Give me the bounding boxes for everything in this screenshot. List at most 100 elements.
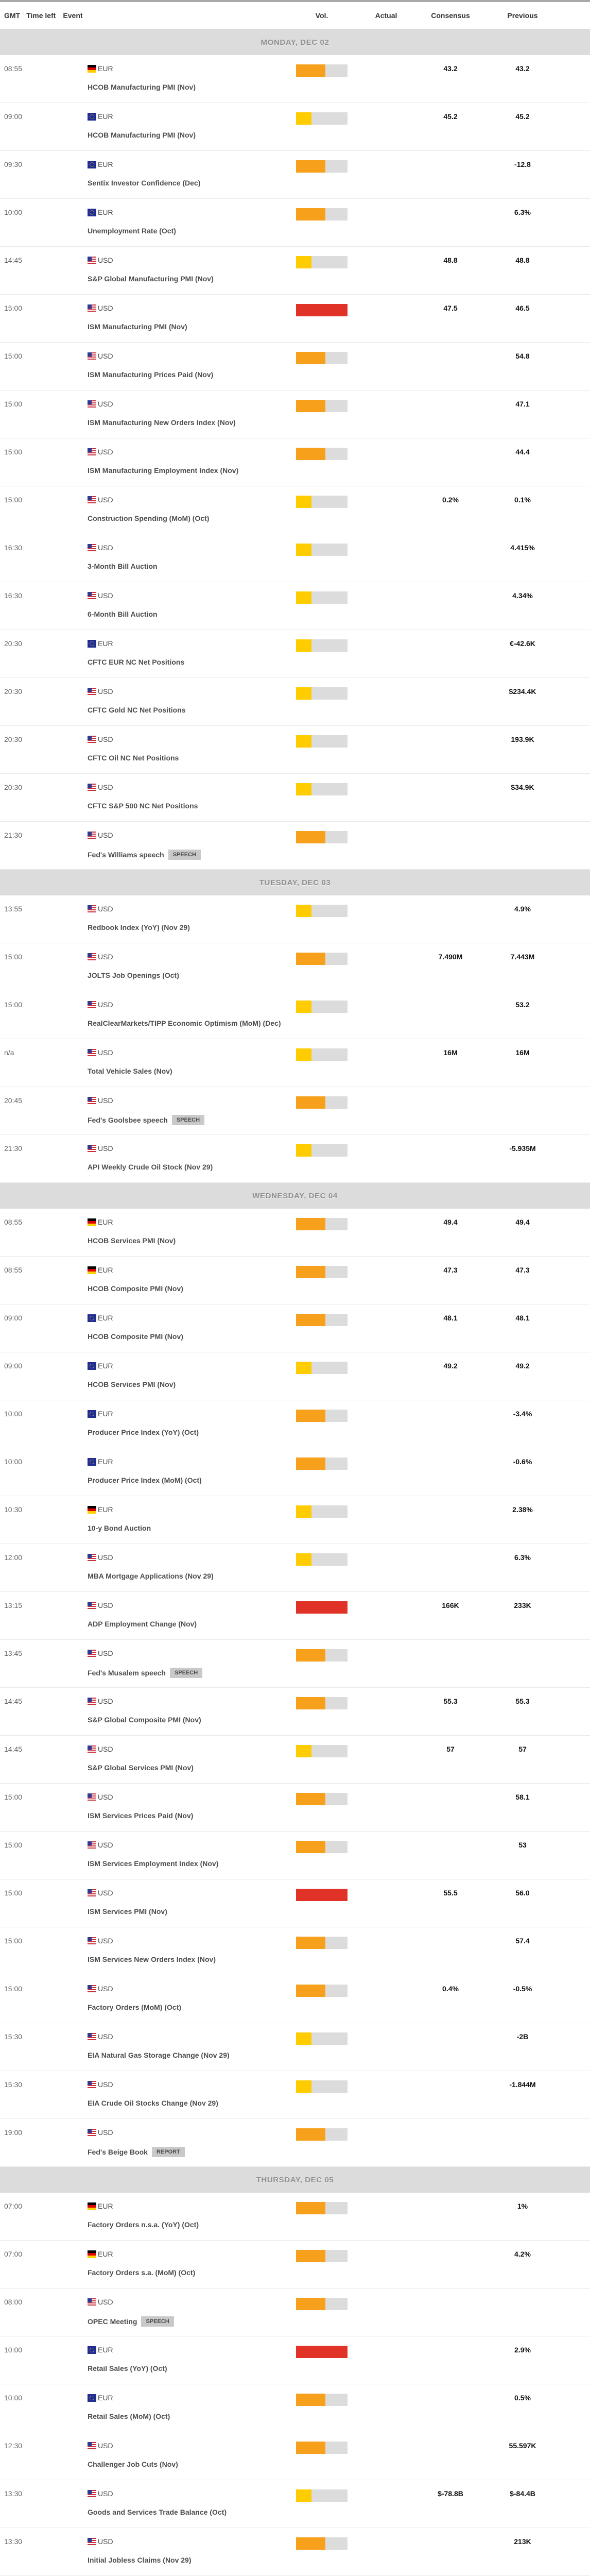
event-row[interactable]: 16:30 USD 3-Month Bill Auction 4.415% [0,534,590,582]
event-name[interactable]: OPEC Meeting [88,2317,137,2326]
event-name[interactable]: 10-y Bond Auction [88,1524,151,1532]
event-name[interactable]: S&P Global Composite PMI (Nov) [88,1716,201,1724]
event-row[interactable]: 13:55 USD Redbook Index (YoY) (Nov 29) 4… [0,895,590,943]
event-row[interactable]: 12:00 USD MBA Mortgage Applications (Nov… [0,1544,590,1592]
event-row[interactable]: 12:30 USD Challenger Job Cuts (Nov) 55.5… [0,2432,590,2480]
event-name[interactable]: Total Vehicle Sales (Nov) [88,1067,172,1075]
event-row[interactable]: 10:00 EUR Retail Sales (MoM) (Oct) 0.5% [0,2384,590,2432]
event-name[interactable]: EIA Crude Oil Stocks Change (Nov 29) [88,2099,218,2107]
event-row[interactable]: 09:00 EUR HCOB Composite PMI (Nov) 48.1 … [0,1304,590,1352]
event-row[interactable]: 21:30 USD API Weekly Crude Oil Stock (No… [0,1135,590,1183]
event-name[interactable]: Producer Price Index (YoY) (Oct) [88,1428,199,1436]
event-name[interactable]: HCOB Composite PMI (Nov) [88,1284,183,1293]
event-row[interactable]: 19:00 USD Fed's Beige Book REPORT [0,2119,590,2167]
event-row[interactable]: 20:30 EUR CFTC EUR NC Net Positions €-42… [0,630,590,678]
event-name[interactable]: API Weekly Crude Oil Stock (Nov 29) [88,1163,213,1171]
event-name[interactable]: Factory Orders n.s.a. (YoY) (Oct) [88,2221,199,2229]
event-name[interactable]: ISM Manufacturing New Orders Index (Nov) [88,418,236,427]
event-row[interactable]: 14:45 USD S&P Global Manufacturing PMI (… [0,247,590,295]
event-name[interactable]: CFTC Oil NC Net Positions [88,754,179,762]
event-row[interactable]: 09:30 EUR Sentix Investor Confidence (De… [0,151,590,199]
event-row[interactable]: 13:15 USD ADP Employment Change (Nov) 16… [0,1592,590,1640]
event-row[interactable]: n/a USD Total Vehicle Sales (Nov) 16M 16… [0,1039,590,1087]
event-row[interactable]: 21:30 USD Fed's Williams speech SPEECH [0,822,590,870]
event-row[interactable]: 15:30 USD EIA Crude Oil Stocks Change (N… [0,2071,590,2119]
event-row[interactable]: 15:00 USD JOLTS Job Openings (Oct) 7.490… [0,943,590,991]
event-name[interactable]: ISM Services New Orders Index (Nov) [88,1955,216,1963]
event-name[interactable]: EIA Natural Gas Storage Change (Nov 29) [88,2051,230,2059]
event-name[interactable]: HCOB Services PMI (Nov) [88,1236,176,1245]
event-name[interactable]: S&P Global Services PMI (Nov) [88,1764,194,1772]
event-name[interactable]: ISM Manufacturing Employment Index (Nov) [88,466,239,474]
event-row[interactable]: 10:00 EUR Producer Price Index (YoY) (Oc… [0,1400,590,1448]
event-row[interactable]: 13:30 USD Goods and Services Trade Balan… [0,2480,590,2528]
event-row[interactable]: 15:00 USD RealClearMarkets/TIPP Economic… [0,991,590,1039]
event-row[interactable]: 20:30 USD CFTC Oil NC Net Positions 193.… [0,726,590,774]
event-row[interactable]: 15:00 USD ISM Manufacturing Prices Paid … [0,343,590,391]
event-row[interactable]: 10:30 EUR 10-y Bond Auction 2.38% [0,1496,590,1544]
event-name[interactable]: Challenger Job Cuts (Nov) [88,2460,178,2468]
event-row[interactable]: 20:30 USD CFTC Gold NC Net Positions $23… [0,678,590,726]
event-name[interactable]: Factory Orders s.a. (MoM) (Oct) [88,2268,196,2277]
event-name[interactable]: 6-Month Bill Auction [88,610,158,618]
event-name[interactable]: HCOB Services PMI (Nov) [88,1380,176,1388]
event-name[interactable]: Producer Price Index (MoM) (Oct) [88,1476,202,1484]
event-name[interactable]: Retail Sales (MoM) (Oct) [88,2412,170,2420]
event-name[interactable]: HCOB Composite PMI (Nov) [88,1332,183,1341]
event-name[interactable]: Fed's Goolsbee speech [88,1116,168,1124]
event-name[interactable]: Goods and Services Trade Balance (Oct) [88,2508,227,2516]
event-name[interactable]: ISM Services PMI (Nov) [88,1907,167,1916]
event-name[interactable]: ISM Services Prices Paid (Nov) [88,1811,194,1820]
event-row[interactable]: 15:00 USD ISM Manufacturing PMI (Nov) 47… [0,295,590,343]
event-row[interactable]: 15:00 USD Construction Spending (MoM) (O… [0,486,590,534]
event-row[interactable]: 15:00 USD ISM Services Employment Index … [0,1832,590,1879]
event-name[interactable]: Unemployment Rate (Oct) [88,227,176,235]
event-row[interactable]: 10:00 EUR Unemployment Rate (Oct) 6.3% [0,199,590,247]
event-name[interactable]: MBA Mortgage Applications (Nov 29) [88,1572,214,1580]
event-name[interactable]: Fed's Beige Book [88,2148,148,2156]
event-name[interactable]: Retail Sales (YoY) (Oct) [88,2364,167,2372]
event-name[interactable]: CFTC EUR NC Net Positions [88,658,185,666]
event-name[interactable]: CFTC Gold NC Net Positions [88,706,186,714]
event-name[interactable]: RealClearMarkets/TIPP Economic Optimism … [88,1019,281,1027]
event-row[interactable]: 15:00 USD ISM Manufacturing New Orders I… [0,391,590,438]
event-name[interactable]: Factory Orders (MoM) (Oct) [88,2003,182,2011]
event-name[interactable]: ADP Employment Change (Nov) [88,1620,197,1628]
event-row[interactable]: 13:45 USD Fed's Musalem speech SPEECH [0,1640,590,1688]
event-name[interactable]: Construction Spending (MoM) (Oct) [88,514,210,522]
event-row[interactable]: 08:55 EUR HCOB Composite PMI (Nov) 47.3 … [0,1257,590,1304]
event-row[interactable]: 10:00 EUR Producer Price Index (MoM) (Oc… [0,1448,590,1496]
event-row[interactable]: 15:00 USD Factory Orders (MoM) (Oct) 0.4… [0,1975,590,2023]
event-row[interactable]: 16:30 USD 6-Month Bill Auction 4.34% [0,582,590,630]
event-row[interactable]: 20:45 USD Fed's Goolsbee speech SPEECH [0,1087,590,1135]
event-name[interactable]: JOLTS Job Openings (Oct) [88,971,179,979]
event-row[interactable]: 10:00 EUR Retail Sales (YoY) (Oct) 2.9% [0,2336,590,2384]
event-name[interactable]: ISM Manufacturing PMI (Nov) [88,323,187,331]
event-name[interactable]: Sentix Investor Confidence (Dec) [88,179,201,187]
event-name[interactable]: HCOB Manufacturing PMI (Nov) [88,131,196,139]
event-row[interactable]: 15:00 USD ISM Services Prices Paid (Nov)… [0,1784,590,1832]
event-row[interactable]: 20:30 USD CFTC S&P 500 NC Net Positions … [0,774,590,822]
event-row[interactable]: 14:45 USD S&P Global Services PMI (Nov) … [0,1736,590,1784]
event-name[interactable]: ISM Services Employment Index (Nov) [88,1859,219,1868]
event-name[interactable]: Fed's Musalem speech [88,1669,166,1677]
event-row[interactable]: 07:00 EUR Factory Orders s.a. (MoM) (Oct… [0,2241,590,2289]
event-row[interactable]: 08:55 EUR HCOB Manufacturing PMI (Nov) 4… [0,55,590,103]
event-row[interactable]: 07:00 EUR Factory Orders n.s.a. (YoY) (O… [0,2193,590,2241]
event-name[interactable]: Fed's Williams speech [88,851,164,859]
event-name[interactable]: CFTC S&P 500 NC Net Positions [88,802,198,810]
event-row[interactable]: 13:30 USD Initial Jobless Claims (Nov 29… [0,2528,590,2576]
event-name[interactable]: ISM Manufacturing Prices Paid (Nov) [88,370,214,379]
event-row[interactable]: 14:45 USD S&P Global Composite PMI (Nov)… [0,1688,590,1736]
event-row[interactable]: 15:30 USD EIA Natural Gas Storage Change… [0,2023,590,2071]
event-name[interactable]: Initial Jobless Claims (Nov 29) [88,2556,192,2564]
event-row[interactable]: 08:55 EUR HCOB Services PMI (Nov) 49.4 4… [0,1209,590,1257]
event-name[interactable]: Redbook Index (YoY) (Nov 29) [88,923,190,931]
event-row[interactable]: 09:00 EUR HCOB Manufacturing PMI (Nov) 4… [0,103,590,151]
event-row[interactable]: 15:00 USD ISM Services New Orders Index … [0,1927,590,1975]
event-row[interactable]: 08:00 USD OPEC Meeting SPEECH [0,2289,590,2336]
event-name[interactable]: 3-Month Bill Auction [88,562,158,570]
event-row[interactable]: 09:00 EUR HCOB Services PMI (Nov) 49.2 4… [0,1352,590,1400]
event-row[interactable]: 15:00 USD ISM Manufacturing Employment I… [0,438,590,486]
event-name[interactable]: HCOB Manufacturing PMI (Nov) [88,83,196,91]
